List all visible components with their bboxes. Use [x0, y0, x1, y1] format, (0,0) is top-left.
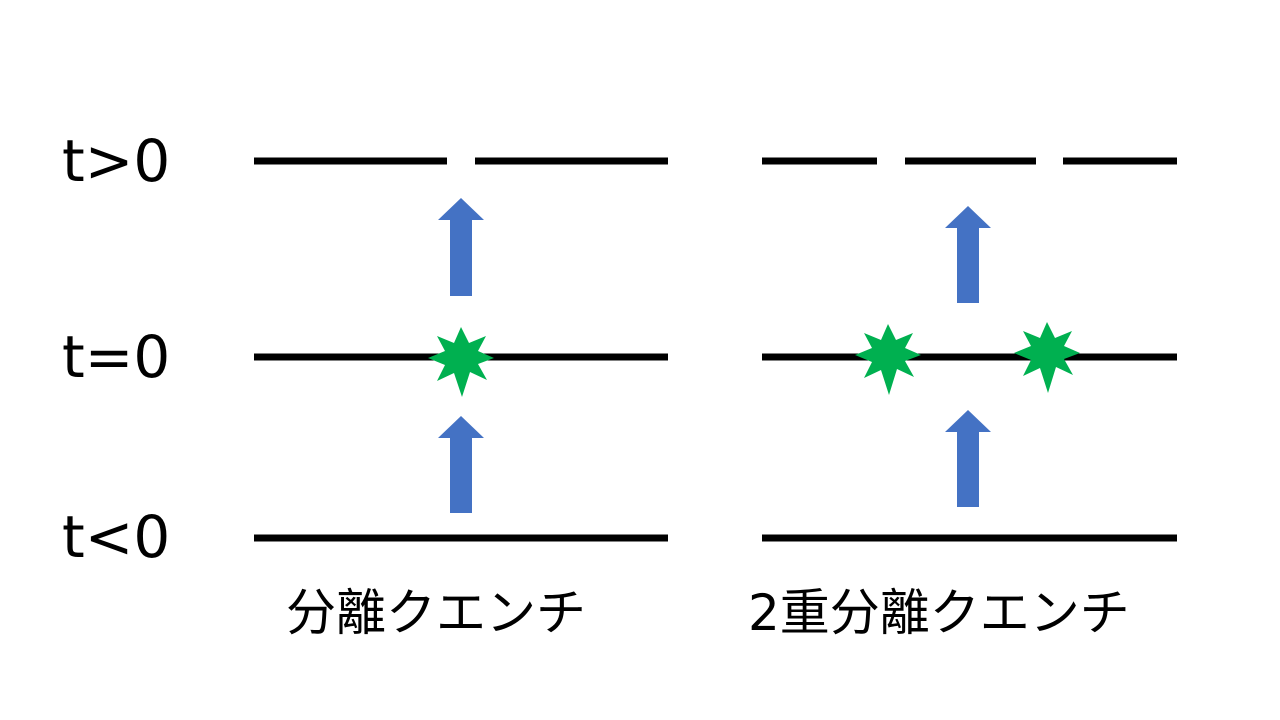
caption-double-quench: 2重分離クエンチ	[748, 584, 1130, 642]
arrow-up-left-upper	[438, 198, 484, 296]
label-t-after: t>0	[62, 127, 171, 195]
arrow-up-right-lower	[945, 410, 991, 507]
panel-double-quench	[762, 157, 1177, 542]
arrow-up-left-lower	[438, 416, 484, 513]
burst-right-1	[855, 324, 921, 395]
burst-right-2	[1014, 322, 1080, 393]
burst-left	[428, 327, 494, 397]
arrow-up-right-upper	[945, 206, 991, 303]
panel-single-quench	[254, 157, 668, 542]
caption-single-quench: 分離クエンチ	[286, 584, 586, 642]
label-t-at: t=0	[62, 323, 171, 391]
label-t-before: t<0	[62, 503, 171, 571]
